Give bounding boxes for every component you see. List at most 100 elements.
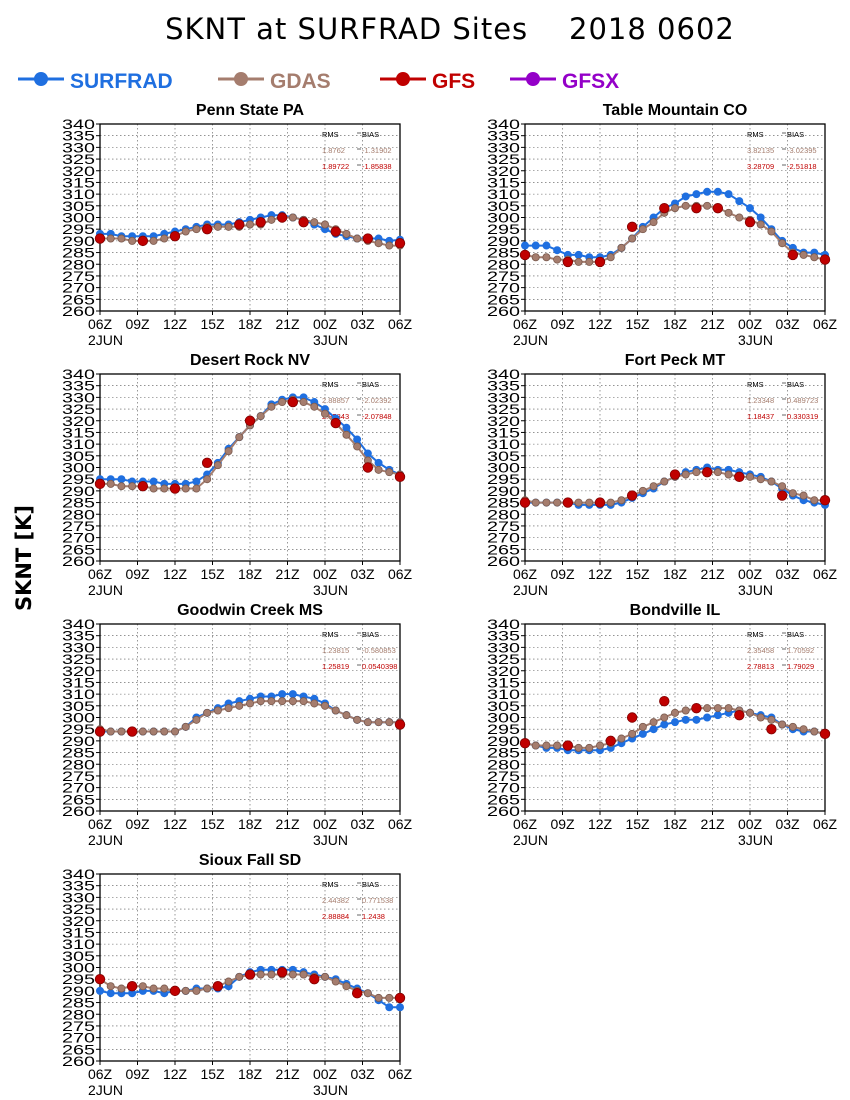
data-point (574, 257, 583, 266)
stats-header-bias: BIAS (787, 380, 804, 389)
x-tick-label: 12Z (163, 816, 188, 832)
data-point (692, 715, 701, 724)
data-point (756, 475, 765, 484)
y-tick-label: 270 (487, 530, 520, 546)
y-tick-label: 290 (62, 733, 95, 749)
chart-title: Fort Peck MT (625, 352, 726, 369)
data-point (138, 727, 147, 736)
series-gfs (94, 212, 406, 249)
stats-gfs-bias: -1.85838 (362, 162, 392, 171)
x-date-label: 3JUN (313, 582, 348, 598)
y-tick-label: 315 (487, 674, 520, 690)
data-point (385, 241, 394, 250)
y-tick-label: 300 (62, 460, 95, 476)
y-tick-label: 335 (62, 378, 95, 394)
x-tick-label: 09Z (550, 316, 575, 332)
data-point (638, 722, 647, 731)
data-point (203, 475, 212, 484)
x-date-label: 3JUN (313, 832, 348, 848)
page-title: SKNT at SURFRAD Sites 2018 0602 (165, 12, 735, 46)
data-point (117, 482, 126, 491)
y-tick-label: 340 (62, 366, 95, 382)
y-tick-label: 295 (487, 221, 520, 237)
data-point (310, 218, 319, 227)
data-point (626, 490, 638, 501)
data-point (213, 706, 222, 715)
chart-title: Bondville IL (630, 602, 721, 619)
data-point (149, 236, 158, 245)
data-point (213, 461, 222, 470)
x-tick-label: 06Z (88, 1066, 113, 1082)
data-point (703, 704, 712, 713)
data-point (192, 225, 201, 234)
data-point (117, 234, 126, 243)
y-tick-label: 305 (487, 198, 520, 214)
y-tick-label: 290 (487, 233, 520, 249)
data-point (201, 457, 213, 469)
data-point (542, 741, 551, 750)
x-tick-label: 06Z (813, 566, 838, 582)
stats-gdas-bias: -0.580853 (362, 646, 396, 655)
data-point (181, 986, 190, 995)
chart-title: Table Mountain CO (603, 102, 748, 119)
data-point (671, 718, 680, 727)
chart-panel: Table Mountain CO 26026527027528028529029… (487, 102, 838, 348)
y-tick-label: 340 (487, 366, 520, 382)
x-date-label: 3JUN (738, 832, 773, 848)
y-tick-label: 260 (62, 803, 95, 819)
data-point (810, 727, 819, 736)
data-point (192, 484, 201, 493)
data-point (245, 220, 254, 229)
x-tick-label: 21Z (700, 566, 725, 582)
y-tick-label: 300 (487, 210, 520, 226)
x-tick-label: 15Z (625, 566, 650, 582)
data-point (628, 729, 637, 738)
x-tick-label: 21Z (700, 816, 725, 832)
x-tick-label: 18Z (238, 566, 263, 582)
chart-panel: Sioux Fall SD 260265270275280285290295300… (62, 852, 413, 1098)
x-tick-label: 00Z (313, 816, 338, 832)
data-point (106, 982, 115, 991)
data-point (342, 423, 351, 432)
x-tick-label: 12Z (163, 1066, 188, 1082)
x-tick-label: 15Z (200, 316, 225, 332)
legend-label: GFSX (562, 70, 619, 93)
x-date-label: 2JUN (513, 582, 548, 598)
data-point (799, 250, 808, 259)
data-point (94, 478, 106, 490)
data-point (638, 486, 647, 495)
data-point (617, 243, 626, 252)
data-point (553, 246, 562, 255)
data-point (213, 222, 222, 231)
y-tick-label: 320 (62, 163, 95, 179)
data-point (235, 433, 244, 442)
y-tick-label: 310 (487, 186, 520, 202)
data-point (756, 713, 765, 722)
y-tick-label: 300 (487, 460, 520, 476)
data-point (106, 234, 115, 243)
y-tick-label: 290 (487, 733, 520, 749)
data-point (353, 715, 362, 724)
data-point (562, 740, 574, 751)
y-tick-label: 310 (62, 186, 95, 202)
stats-gdas-rms: 3.82135 (747, 146, 774, 155)
y-tick-label: 325 (487, 401, 520, 417)
data-point (192, 986, 201, 995)
data-point (201, 223, 213, 235)
data-point (149, 727, 158, 736)
data-point (330, 226, 341, 237)
x-tick-label: 06Z (88, 816, 113, 832)
legend-marker (34, 72, 48, 86)
y-tick-label: 330 (487, 639, 520, 655)
data-point (649, 725, 658, 734)
y-tick-label: 305 (487, 448, 520, 464)
y-tick-label: 270 (62, 530, 95, 546)
data-point (160, 727, 169, 736)
y-tick-label: 265 (487, 791, 520, 807)
data-point (701, 466, 713, 478)
x-tick-label: 18Z (238, 1066, 263, 1082)
x-tick-label: 06Z (813, 316, 838, 332)
x-date-label: 3JUN (313, 332, 348, 348)
x-tick-label: 15Z (625, 316, 650, 332)
x-tick-label: 09Z (125, 1066, 150, 1082)
